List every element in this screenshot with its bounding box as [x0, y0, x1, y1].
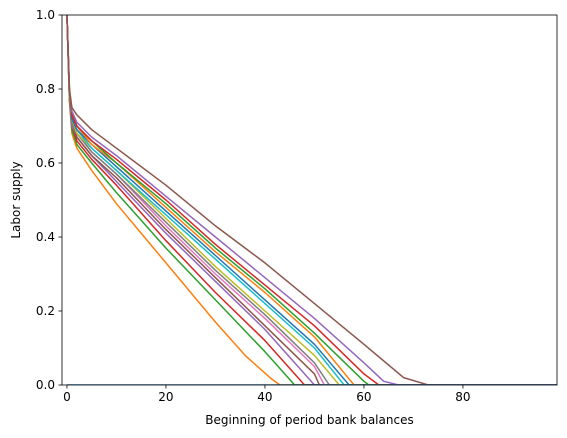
y-tick-label: 0.0	[36, 378, 55, 392]
series-line-15	[66, 15, 557, 385]
series-line-6	[66, 15, 557, 385]
x-axis-label: Beginning of period bank balances	[205, 413, 413, 427]
series-layer	[66, 15, 557, 385]
series-line-14	[66, 15, 557, 385]
y-tick-label: 0.4	[36, 230, 55, 244]
y-axis-ticks: 0.0 0.2 0.4 0.6 0.8 1.0	[36, 8, 62, 392]
x-tick-label: 60	[356, 390, 371, 404]
series-line-13	[66, 15, 557, 385]
x-tick-label: 40	[257, 390, 272, 404]
y-axis-label: Labor supply	[9, 161, 23, 238]
y-tick-label: 0.6	[36, 156, 55, 170]
x-tick-label: 0	[63, 390, 71, 404]
x-axis-ticks: 0 20 40 60 80	[63, 385, 471, 404]
x-tick-label: 20	[158, 390, 173, 404]
y-tick-label: 0.8	[36, 82, 55, 96]
plot-frame	[61, 14, 558, 386]
y-tick-label: 1.0	[36, 8, 55, 22]
y-tick-label: 0.2	[36, 304, 55, 318]
x-tick-label: 80	[455, 390, 470, 404]
